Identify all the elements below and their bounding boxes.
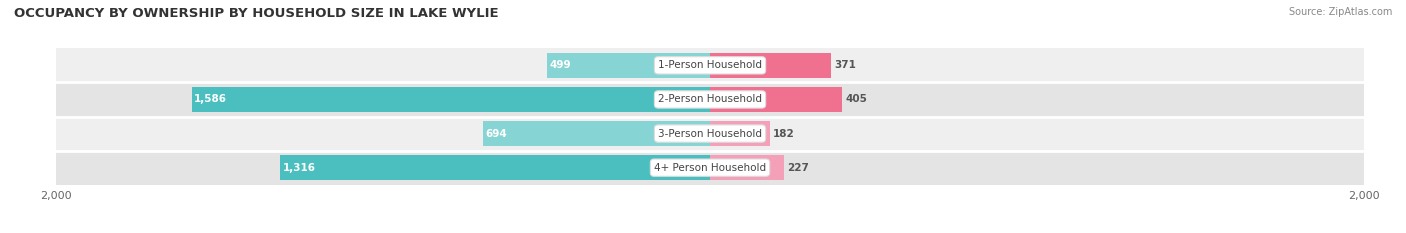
Text: 3-Person Household: 3-Person Household xyxy=(658,129,762,139)
Bar xyxy=(56,151,1364,185)
Bar xyxy=(710,53,831,78)
Text: 694: 694 xyxy=(486,129,508,139)
Bar xyxy=(56,48,1364,82)
Text: 4+ Person Household: 4+ Person Household xyxy=(654,163,766,173)
Bar xyxy=(710,87,842,112)
Text: 182: 182 xyxy=(773,129,794,139)
Text: 1-Person Household: 1-Person Household xyxy=(658,60,762,70)
Text: 1,586: 1,586 xyxy=(194,94,228,104)
Bar xyxy=(191,87,710,112)
Text: 371: 371 xyxy=(835,60,856,70)
Text: 227: 227 xyxy=(787,163,810,173)
Text: 499: 499 xyxy=(550,60,571,70)
Text: OCCUPANCY BY OWNERSHIP BY HOUSEHOLD SIZE IN LAKE WYLIE: OCCUPANCY BY OWNERSHIP BY HOUSEHOLD SIZE… xyxy=(14,7,499,20)
Bar xyxy=(710,155,785,180)
Bar xyxy=(484,121,710,146)
Bar xyxy=(547,53,710,78)
Text: 405: 405 xyxy=(845,94,868,104)
Bar xyxy=(56,82,1364,116)
Bar xyxy=(56,116,1364,151)
Text: 2-Person Household: 2-Person Household xyxy=(658,94,762,104)
Bar xyxy=(280,155,710,180)
Text: Source: ZipAtlas.com: Source: ZipAtlas.com xyxy=(1288,7,1392,17)
Text: 1,316: 1,316 xyxy=(283,163,315,173)
Bar xyxy=(710,121,769,146)
